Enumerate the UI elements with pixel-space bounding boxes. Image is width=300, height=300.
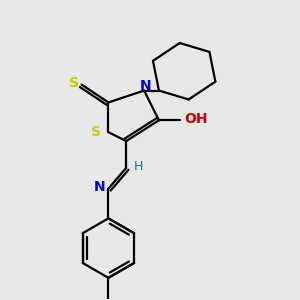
Text: N: N (140, 79, 152, 93)
Text: S: S (69, 76, 79, 90)
Text: S: S (91, 125, 101, 139)
Text: H: H (134, 160, 143, 173)
Text: OH: OH (184, 112, 208, 126)
Text: N: N (94, 180, 105, 194)
